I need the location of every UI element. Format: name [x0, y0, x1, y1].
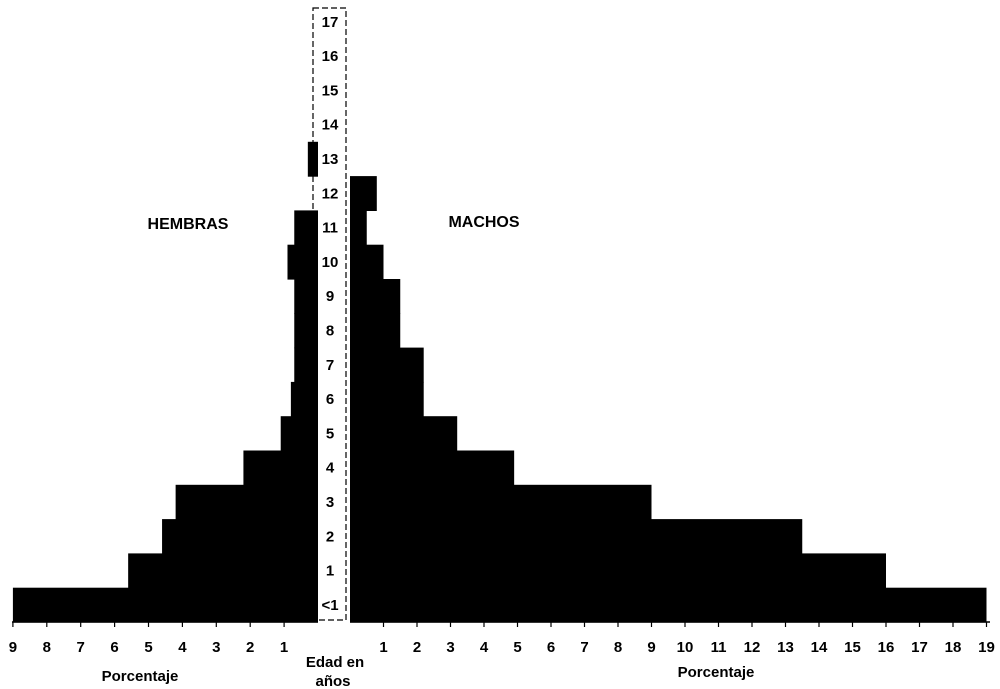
age-tick-11: 11 [322, 220, 338, 237]
right-tick-18: 18 [945, 639, 962, 656]
machos-bar-10 [350, 244, 384, 280]
right-tick-8: 8 [614, 639, 622, 656]
age-tick-5: 5 [326, 425, 334, 442]
age-tick-13: 13 [322, 151, 339, 168]
machos-bar-11 [350, 210, 367, 246]
left-tick-2: 2 [246, 639, 254, 656]
age-tick-12: 12 [322, 185, 339, 202]
age-axis-label-line1: Edad en [306, 654, 364, 671]
machos-bar-2 [350, 519, 803, 554]
right-tick-14: 14 [811, 639, 828, 656]
right-tick-6: 6 [547, 639, 555, 656]
left-tick-8: 8 [43, 639, 51, 656]
age-tick-17: 17 [322, 14, 339, 31]
hembras-bar-2 [162, 519, 318, 554]
machos-bar-6 [350, 381, 424, 417]
left-tick-1: 1 [280, 639, 288, 656]
right-tick-16: 16 [878, 639, 895, 656]
hembras-bar-11 [294, 210, 318, 246]
age-tick-7: 7 [326, 357, 334, 374]
machos-bar-8 [350, 313, 401, 349]
left-tick-3: 3 [212, 639, 220, 656]
machos-bar-7 [350, 347, 424, 383]
machos-bar-<1 [350, 587, 987, 623]
hembras-bar-8 [294, 313, 318, 349]
age-tick-6: 6 [326, 391, 334, 408]
right-tick-19: 19 [978, 639, 995, 656]
age-tick-15: 15 [322, 82, 339, 99]
right-tick-15: 15 [844, 639, 861, 656]
age-tick-2: 2 [326, 528, 334, 545]
right-axis-label: Porcentaje [678, 664, 755, 681]
hembras-bar-3 [175, 484, 318, 520]
right-tick-1: 1 [379, 639, 387, 656]
machos-label: MACHOS [448, 214, 519, 231]
hembras-bar-9 [294, 279, 318, 314]
hembras-bar-7 [294, 347, 318, 383]
hembras-bar-4 [243, 450, 318, 486]
left-tick-7: 7 [77, 639, 85, 656]
right-tick-10: 10 [677, 639, 694, 656]
machos-bar-3 [350, 484, 652, 520]
right-tick-13: 13 [777, 639, 794, 656]
age-tick-8: 8 [326, 322, 334, 339]
hembras-bar-5 [280, 416, 318, 452]
age-tick-<1: <1 [321, 597, 338, 614]
right-tick-3: 3 [446, 639, 454, 656]
hembras-bar-6 [290, 381, 318, 417]
machos-bar-1 [350, 553, 886, 589]
left-tick-6: 6 [110, 639, 118, 656]
left-tick-5: 5 [144, 639, 152, 656]
hembras-bars [12, 141, 319, 623]
hembras-bar-1 [128, 553, 318, 589]
right-tick-9: 9 [647, 639, 655, 656]
age-tick-9: 9 [326, 288, 334, 305]
right-tick-11: 11 [711, 639, 727, 656]
age-tick-3: 3 [326, 494, 334, 511]
age-tick-14: 14 [322, 117, 339, 134]
age-axis-label-line2: años [315, 673, 350, 689]
hembras-bar-<1 [12, 587, 319, 623]
age-tick-4: 4 [326, 460, 335, 477]
age-axis-box [312, 7, 347, 621]
hembras-label: HEMBRAS [148, 216, 229, 233]
machos-bars [350, 176, 987, 623]
left-tick-9: 9 [9, 639, 17, 656]
machos-bar-4 [350, 450, 515, 486]
right-axis-ticks: 1 2 3 4 5 6 7 8 9 10 11 12 13 14 15 16 17 18 19 [379, 622, 995, 656]
left-tick-4: 4 [178, 639, 187, 656]
age-tick-1: 1 [326, 563, 334, 580]
right-tick-2: 2 [413, 639, 421, 656]
machos-bar-12 [350, 176, 377, 211]
age-tick-10: 10 [322, 254, 339, 271]
machos-bar-5 [350, 416, 458, 452]
right-tick-7: 7 [580, 639, 588, 656]
left-axis-label: Porcentaje [102, 668, 179, 685]
machos-bar-9 [350, 279, 401, 314]
right-tick-4: 4 [480, 639, 489, 656]
right-tick-17: 17 [911, 639, 928, 656]
left-axis-ticks: 9 8 7 6 5 4 3 2 1 [9, 622, 288, 656]
age-tick-16: 16 [322, 48, 339, 65]
right-tick-5: 5 [513, 639, 521, 656]
right-tick-12: 12 [744, 639, 761, 656]
